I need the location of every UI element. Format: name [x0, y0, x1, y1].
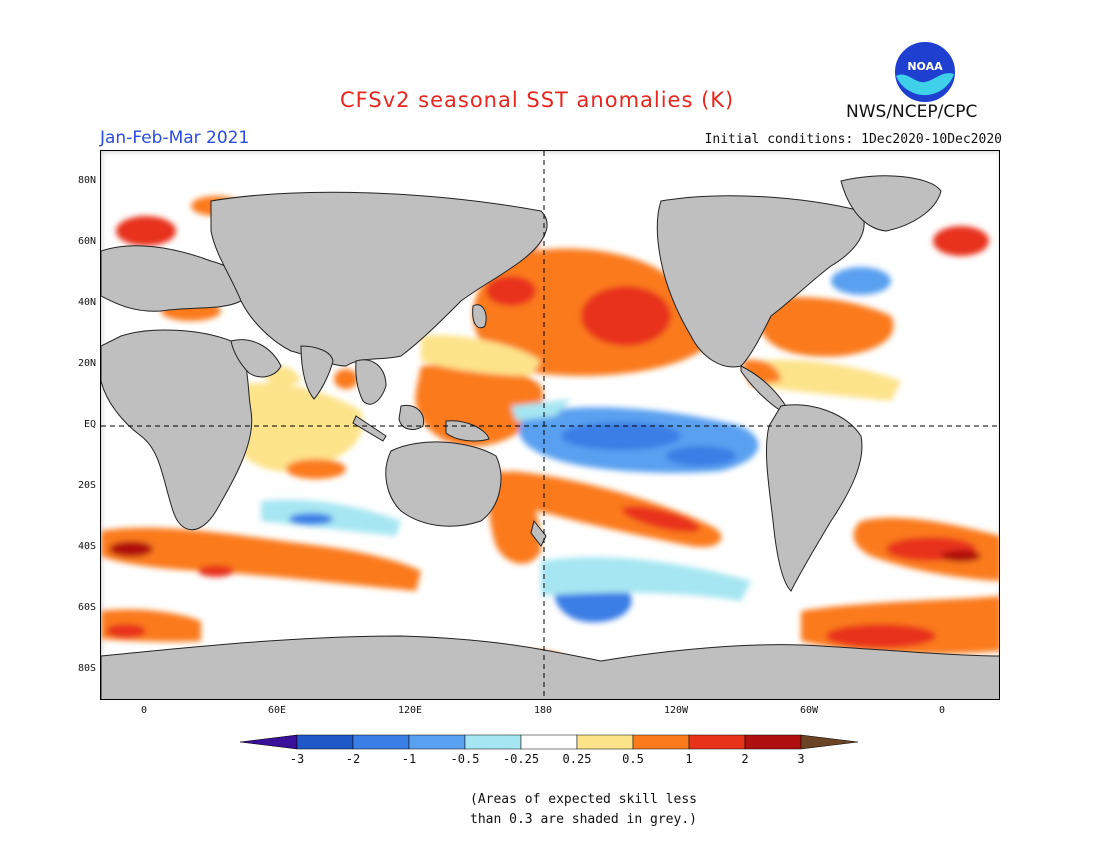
colorbar-segment-1 — [296, 734, 354, 750]
new-zealand — [530, 519, 547, 547]
colorbar-label: -0.25 — [502, 752, 540, 766]
colorbar-segment-8 — [688, 734, 746, 750]
skill-note-line-2: than 0.3 are shaded in grey.) — [470, 812, 697, 827]
borneo — [398, 404, 425, 430]
colorbar-label: -2 — [345, 752, 361, 766]
colorbar-label: -1 — [401, 752, 417, 766]
southern-indian-red-1 — [109, 541, 153, 557]
india — [300, 345, 334, 400]
north-atlantic-cool — [831, 267, 891, 295]
colorbar-segment-3 — [408, 734, 466, 750]
southern-indian-red-2 — [198, 565, 234, 577]
south-indian-cold — [289, 513, 333, 525]
colorbar-segment-6 — [576, 734, 634, 750]
colorbar — [240, 734, 859, 750]
colorbar-label: 2 — [741, 752, 749, 766]
colorbar-segment-4 — [464, 734, 522, 750]
noaa-logo: NOAA — [893, 40, 957, 104]
nordic-warm — [933, 226, 989, 256]
lon-label-60w: 60W — [799, 705, 819, 716]
skill-note-line-1: (Areas of expected skill less — [470, 792, 697, 807]
japan — [472, 304, 487, 329]
antarctica — [101, 635, 999, 699]
anomaly-shading — [101, 196, 999, 661]
southern-sw-red — [106, 624, 146, 638]
lat-label-80n: 80N — [77, 175, 96, 186]
lon-label-180: 180 — [533, 705, 553, 716]
skill-note: (Areas of expected skill less than 0.3 a… — [470, 790, 730, 830]
colorbar-label: 1 — [685, 752, 693, 766]
colorbar-segment-high — [800, 734, 859, 750]
tasman-warm — [489, 471, 541, 564]
south-atlantic-dark — [941, 550, 981, 562]
tropical-atlantic-yellow — [751, 359, 901, 401]
noaa-logo-text: NOAA — [907, 60, 943, 73]
colorbar-segment-2 — [352, 734, 410, 750]
equatorial-cold-east — [666, 446, 736, 466]
map-title: CFSv2 seasonal SST anomalies (K) — [340, 88, 735, 112]
south-pacific-warm-core — [622, 505, 700, 533]
lon-label-60e: 60E — [267, 705, 287, 716]
colorbar-label: -3 — [289, 752, 305, 766]
norwegian-sea-warm — [116, 216, 176, 246]
equatorial-cold-core — [561, 422, 681, 450]
colorbar-segment-5 — [520, 734, 578, 750]
arabia — [230, 339, 282, 378]
sst-anomaly-map[interactable] — [100, 150, 1000, 700]
southern-atlantic-sector-red — [826, 624, 936, 648]
nw-pacific-band — [421, 335, 541, 376]
lon-label-0: 0 — [140, 705, 148, 716]
lat-label-20s: 20S — [77, 480, 96, 491]
indian-ocean-warm — [231, 382, 363, 472]
greenland — [840, 175, 942, 232]
lon-label-120e: 120E — [397, 705, 423, 716]
colorbar-segment-low — [240, 734, 298, 750]
colorbar-label: 0.5 — [622, 752, 644, 766]
indochina — [355, 359, 387, 405]
lat-label-40s: 40S — [77, 541, 96, 552]
australia — [385, 441, 502, 527]
lat-label-40n: 40N — [77, 297, 96, 308]
indian-ocean-orange — [286, 459, 346, 479]
forecast-period: Jan-Feb-Mar 2021 — [100, 128, 250, 148]
lat-label-eq: EQ — [83, 419, 96, 430]
colorbar-segment-7 — [632, 734, 690, 750]
colorbar-segment-9 — [744, 734, 802, 750]
southern-indian-warm — [101, 527, 421, 591]
north-pacific-ne — [486, 276, 536, 306]
north-atlantic-warm — [761, 296, 894, 357]
initial-conditions: Initial conditions: 1Dec2020-10Dec2020 — [704, 132, 1002, 147]
bay-of-bengal-warm — [334, 369, 358, 389]
north-pacific-core — [581, 286, 671, 346]
south-america — [765, 404, 863, 592]
asia — [210, 191, 548, 367]
agency-label: NWS/NCEP/CPC — [846, 102, 978, 122]
lat-label-60s: 60S — [77, 602, 96, 613]
map-canvas — [101, 151, 999, 699]
colorbar-label: -0.5 — [450, 752, 480, 766]
land-masses — [101, 175, 999, 699]
southern-ocean-cool — [541, 557, 751, 601]
lat-label-80s: 80S — [77, 663, 96, 674]
lon-label-120w: 120W — [663, 705, 689, 716]
lat-label-20n: 20N — [77, 358, 96, 369]
lat-label-60n: 60N — [77, 236, 96, 247]
sumatra — [352, 415, 387, 442]
colorbar-label: 0.25 — [562, 752, 592, 766]
equatorial-cold-fringe — [511, 399, 571, 421]
north-america — [656, 195, 865, 368]
lon-label-0-east: 0 — [938, 705, 946, 716]
colorbar-label: 3 — [797, 752, 805, 766]
